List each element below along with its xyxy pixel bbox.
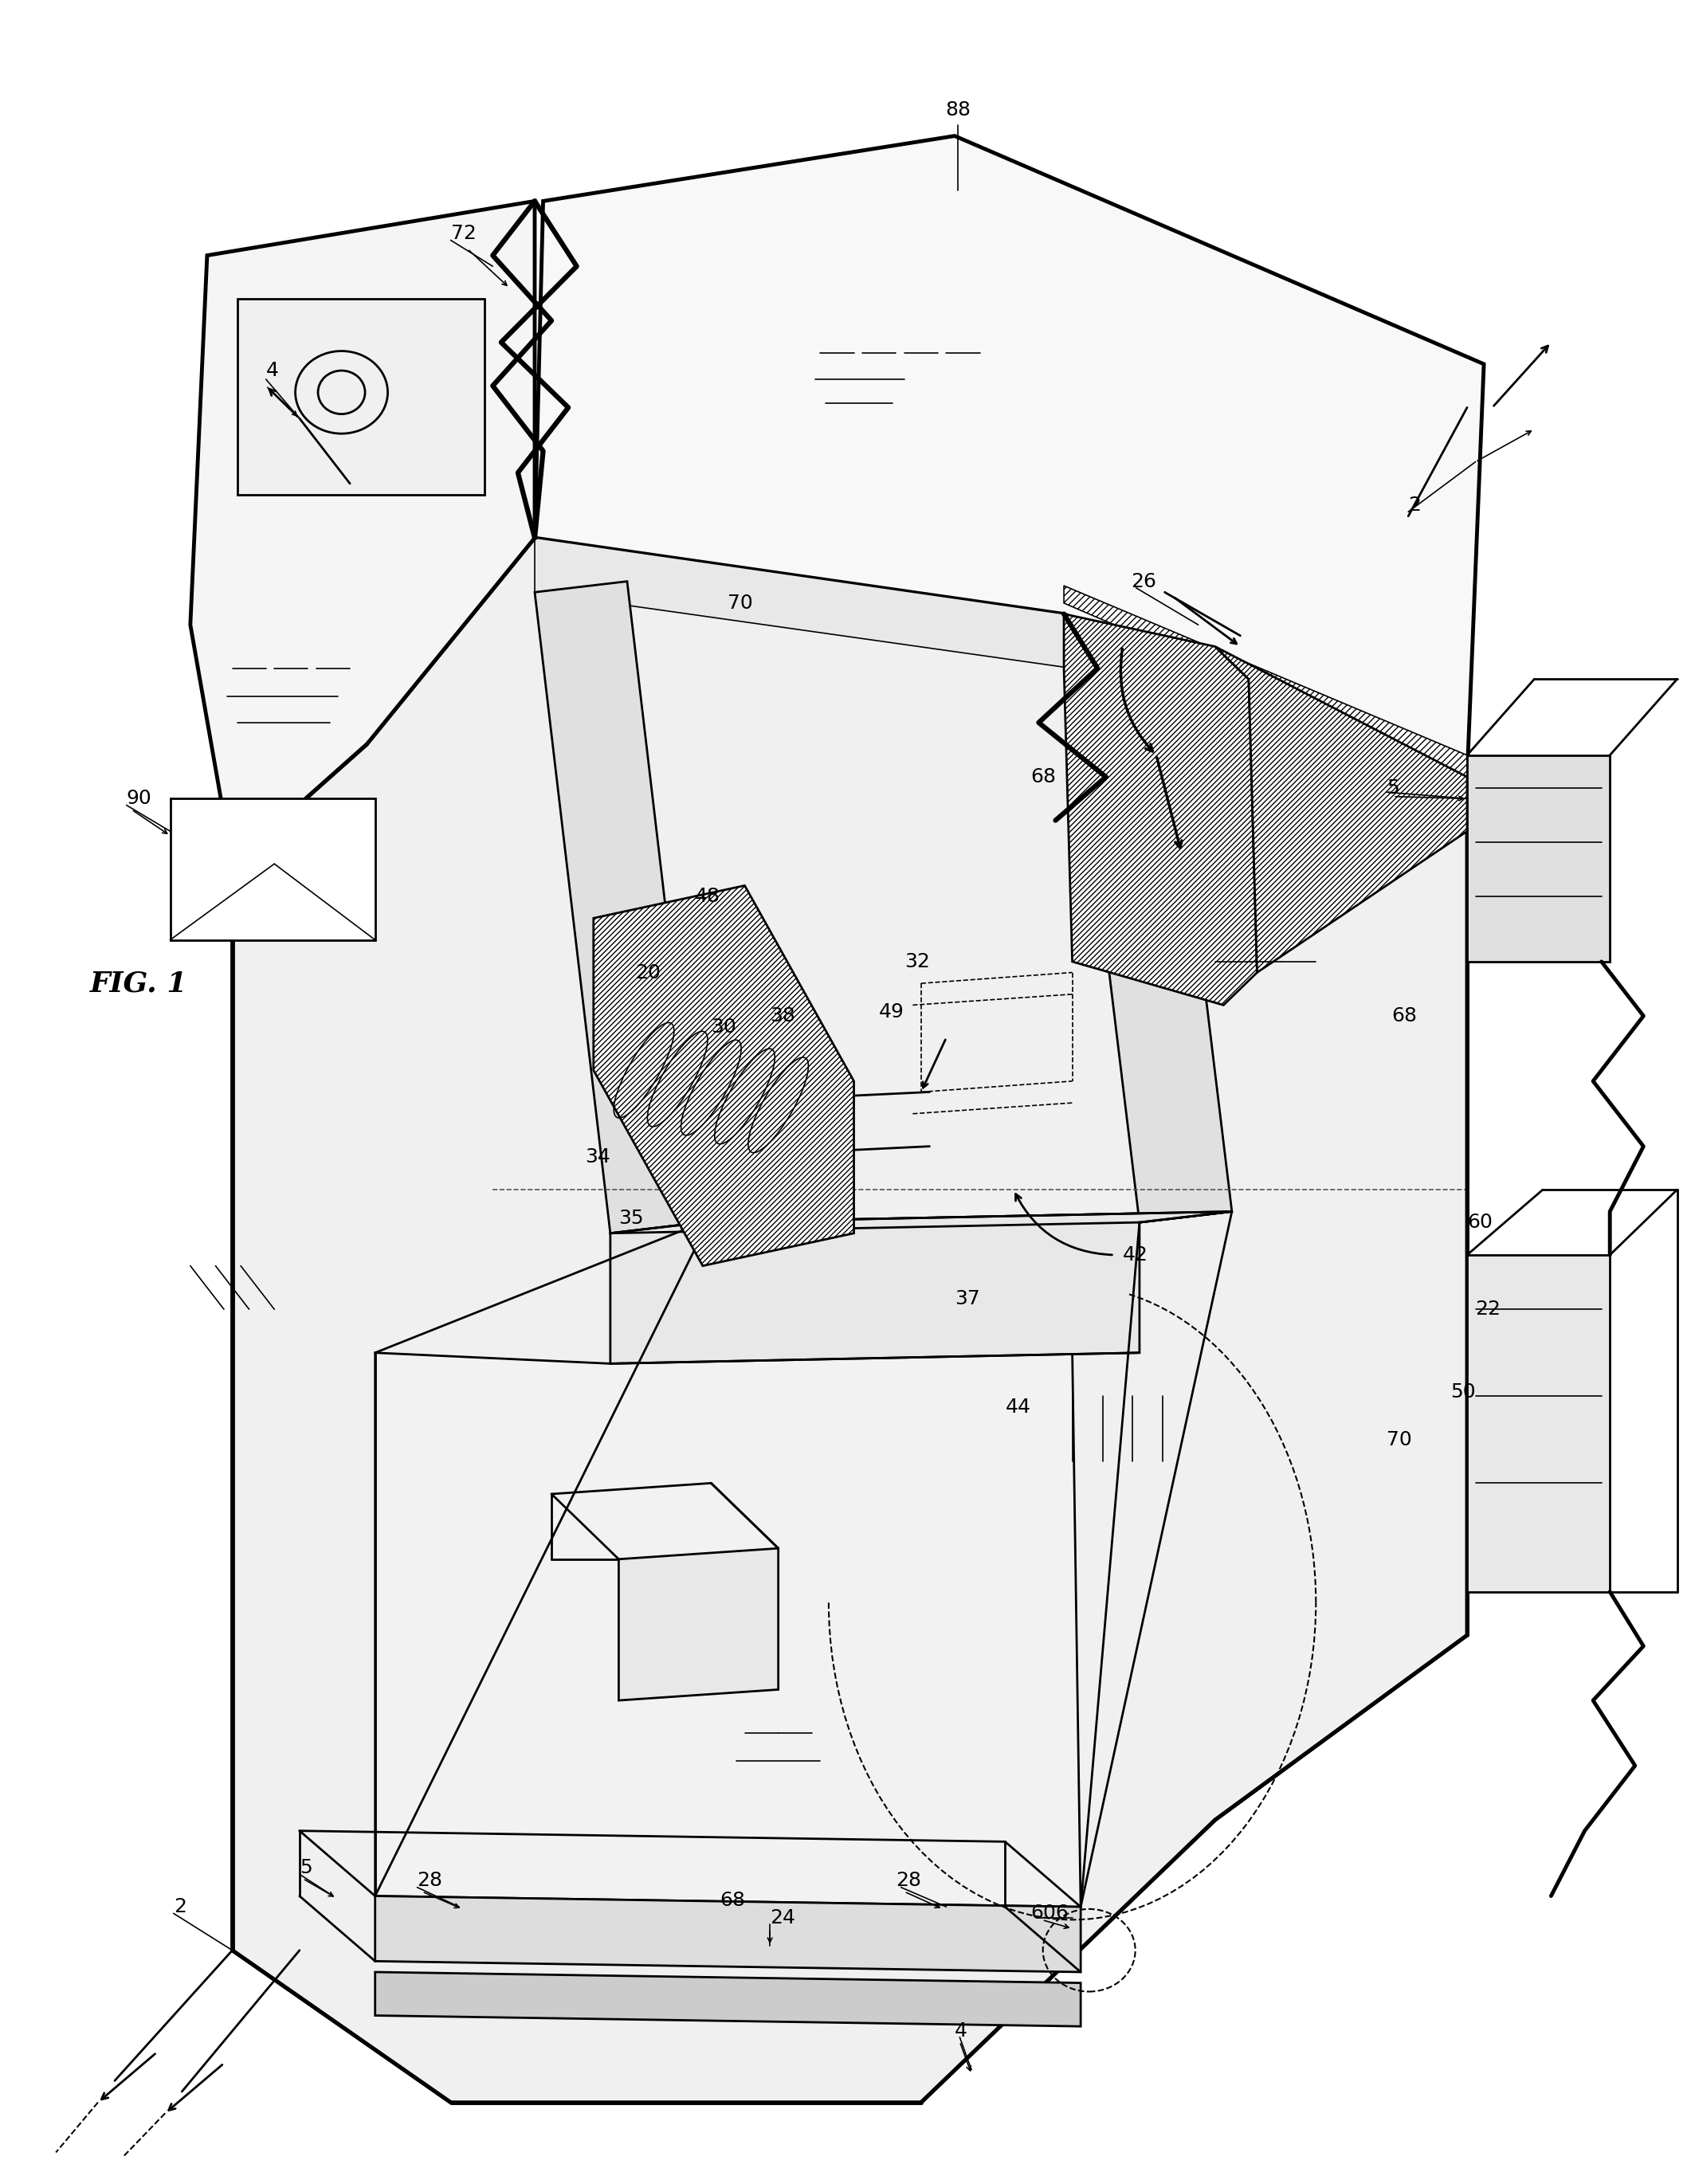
Text: 38: 38 [769, 1007, 795, 1026]
Polygon shape [1468, 1256, 1610, 1592]
Text: 28: 28 [896, 1872, 922, 1891]
Text: 68: 68 [719, 1891, 746, 1909]
Text: 2: 2 [174, 1898, 186, 1915]
Text: 49: 49 [879, 1002, 905, 1022]
Polygon shape [610, 1212, 1231, 1363]
Polygon shape [534, 581, 703, 1234]
Polygon shape [619, 1548, 778, 1701]
Text: 50: 50 [1451, 1382, 1476, 1402]
Text: 2: 2 [1409, 496, 1420, 515]
Polygon shape [237, 299, 484, 494]
Polygon shape [1216, 646, 1468, 972]
Text: 4: 4 [955, 2020, 967, 2040]
Text: 24: 24 [769, 1909, 795, 1926]
Polygon shape [1064, 614, 1256, 1005]
Text: 26: 26 [1131, 572, 1157, 592]
Text: 90: 90 [127, 788, 152, 808]
Text: 20: 20 [636, 963, 661, 983]
Text: 34: 34 [585, 1147, 610, 1166]
Polygon shape [232, 537, 1468, 2103]
Polygon shape [191, 201, 534, 865]
Polygon shape [594, 885, 854, 1267]
Text: 4: 4 [265, 360, 279, 380]
Text: 42: 42 [1123, 1245, 1148, 1265]
Polygon shape [1072, 657, 1231, 1223]
Text: 5: 5 [299, 1859, 313, 1878]
Polygon shape [171, 799, 375, 939]
Text: 72: 72 [451, 225, 477, 242]
Text: 28: 28 [418, 1872, 443, 1891]
Polygon shape [534, 135, 1485, 778]
Polygon shape [375, 1972, 1081, 2027]
Text: 22: 22 [1476, 1299, 1502, 1319]
Polygon shape [1468, 756, 1610, 961]
Polygon shape [375, 1212, 1231, 1907]
Text: 60: 60 [1468, 1212, 1493, 1232]
Polygon shape [534, 537, 1468, 832]
Text: 35: 35 [619, 1208, 644, 1227]
Text: 32: 32 [905, 952, 930, 972]
Text: 5: 5 [1387, 778, 1398, 797]
Polygon shape [375, 1896, 1081, 1972]
Text: FIG. 1: FIG. 1 [90, 970, 188, 996]
Polygon shape [1064, 585, 1468, 778]
Text: 30: 30 [712, 1018, 736, 1037]
Text: 48: 48 [695, 887, 720, 906]
Text: 88: 88 [945, 100, 971, 120]
Text: 44: 44 [1004, 1398, 1030, 1417]
Text: 68: 68 [1392, 1007, 1417, 1026]
Text: 70: 70 [1387, 1431, 1412, 1450]
Text: 70: 70 [727, 594, 752, 614]
Text: 37: 37 [955, 1289, 981, 1308]
Text: 68: 68 [1030, 767, 1055, 786]
Text: 606: 606 [1030, 1904, 1069, 1922]
